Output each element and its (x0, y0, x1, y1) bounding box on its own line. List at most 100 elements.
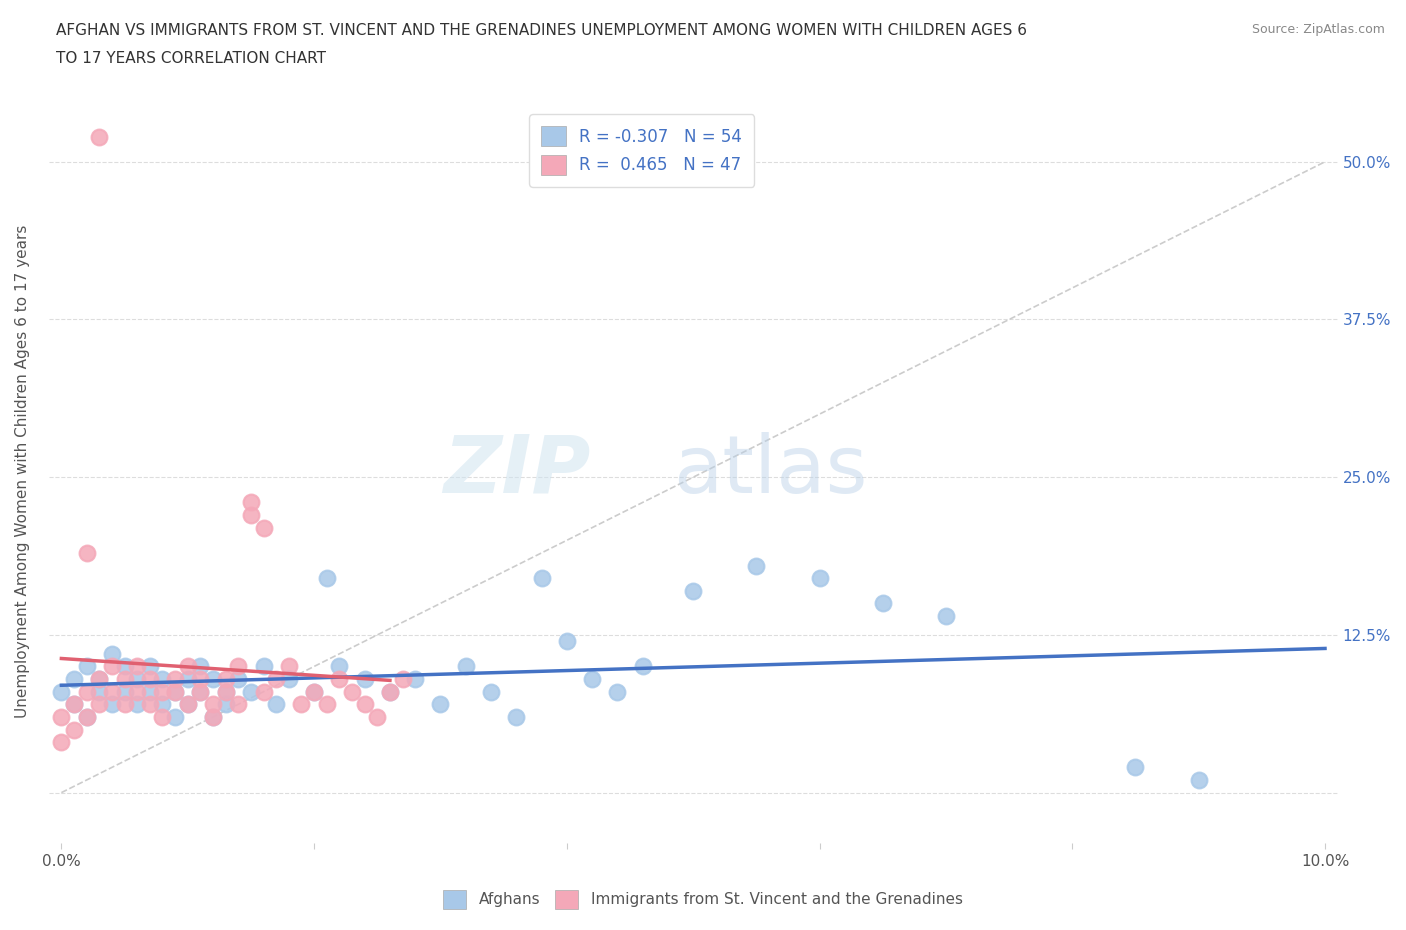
Point (226, 697, 249, 711)
Point (89, 129, 111, 144)
Point (177, 671, 200, 686)
Text: ZIP: ZIP (443, 432, 591, 510)
Text: atlas: atlas (673, 432, 868, 510)
Point (202, 710, 225, 724)
Point (127, 671, 149, 686)
Point (127, 684, 149, 699)
Point (302, 684, 325, 699)
Point (454, 659, 477, 674)
Point (479, 684, 502, 699)
Point (101, 684, 124, 699)
Point (315, 571, 337, 586)
Text: TO 17 YEARS CORRELATION CHART: TO 17 YEARS CORRELATION CHART (56, 51, 326, 66)
Point (165, 684, 187, 699)
Point (165, 671, 187, 686)
Point (214, 671, 236, 686)
Legend: R = -0.307   N = 54, R =  0.465   N = 47: R = -0.307 N = 54, R = 0.465 N = 47 (530, 114, 754, 187)
Point (51, 735, 73, 750)
Point (252, 520, 274, 535)
Point (302, 684, 325, 699)
Point (505, 710, 527, 724)
Point (252, 659, 274, 674)
Point (378, 684, 401, 699)
Point (631, 659, 654, 674)
Point (530, 571, 553, 586)
Point (89, 697, 111, 711)
Point (165, 684, 187, 699)
Point (101, 659, 124, 674)
Point (214, 684, 236, 699)
Point (190, 671, 212, 686)
Point (277, 671, 299, 686)
Point (76, 546, 98, 561)
Point (872, 596, 894, 611)
Point (214, 697, 236, 711)
Point (214, 684, 236, 699)
Point (202, 671, 225, 686)
Point (127, 659, 149, 674)
Point (935, 608, 957, 623)
Point (404, 671, 426, 686)
Point (152, 710, 174, 724)
Point (114, 671, 136, 686)
Point (239, 684, 262, 699)
Point (51, 710, 73, 724)
Point (139, 697, 162, 711)
Point (682, 583, 704, 598)
Point (89, 671, 111, 686)
Point (328, 671, 350, 686)
Point (177, 697, 200, 711)
Text: Source: ZipAtlas.com: Source: ZipAtlas.com (1251, 23, 1385, 36)
Point (63, 697, 86, 711)
Point (101, 646, 124, 661)
Point (63, 671, 86, 686)
Point (152, 671, 174, 686)
Point (190, 684, 212, 699)
Point (89, 671, 111, 686)
Y-axis label: Unemployment Among Women with Children Ages 6 to 17 years: Unemployment Among Women with Children A… (15, 224, 30, 718)
Point (202, 710, 225, 724)
Point (340, 684, 363, 699)
Point (745, 558, 768, 573)
Point (177, 659, 200, 674)
Point (190, 684, 212, 699)
Point (429, 697, 451, 711)
Legend: Afghans, Immigrants from St. Vincent and the Grenadines: Afghans, Immigrants from St. Vincent and… (434, 881, 972, 918)
Point (76, 659, 98, 674)
Point (555, 633, 578, 648)
Point (1125, 760, 1147, 775)
Point (378, 684, 401, 699)
Point (366, 710, 388, 724)
Point (114, 659, 136, 674)
Point (152, 684, 174, 699)
Point (202, 697, 225, 711)
Point (239, 508, 262, 523)
Point (264, 697, 287, 711)
Text: AFGHAN VS IMMIGRANTS FROM ST. VINCENT AND THE GRENADINES UNEMPLOYMENT AMONG WOME: AFGHAN VS IMMIGRANTS FROM ST. VINCENT AN… (56, 23, 1028, 38)
Point (139, 671, 162, 686)
Point (264, 671, 287, 686)
Point (808, 571, 831, 586)
Point (152, 697, 174, 711)
Point (353, 697, 375, 711)
Point (76, 684, 98, 699)
Point (190, 659, 212, 674)
Point (127, 697, 149, 711)
Point (51, 684, 73, 699)
Point (101, 697, 124, 711)
Point (89, 684, 111, 699)
Point (328, 659, 350, 674)
Point (114, 697, 136, 711)
Point (581, 671, 603, 686)
Point (315, 697, 337, 711)
Point (114, 684, 136, 699)
Point (606, 684, 628, 699)
Point (1188, 773, 1211, 788)
Point (353, 671, 375, 686)
Point (391, 671, 413, 686)
Point (277, 659, 299, 674)
Point (76, 710, 98, 724)
Point (239, 495, 262, 510)
Point (63, 722, 86, 737)
Point (226, 671, 249, 686)
